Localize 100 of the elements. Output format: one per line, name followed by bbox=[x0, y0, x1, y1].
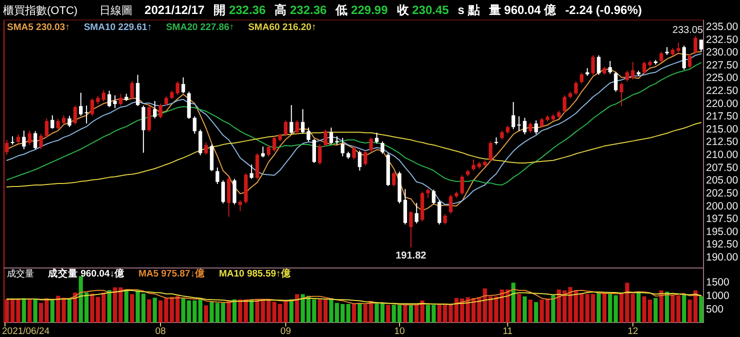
bar bbox=[352, 304, 356, 322]
candlestick bbox=[261, 146, 265, 158]
candlestick bbox=[409, 210, 413, 248]
candlestick bbox=[232, 178, 236, 205]
bar bbox=[654, 298, 658, 322]
candlestick bbox=[272, 136, 276, 152]
bar bbox=[238, 299, 242, 322]
bar bbox=[22, 298, 26, 322]
candlestick bbox=[5, 139, 9, 156]
candlestick bbox=[130, 80, 134, 100]
candlestick bbox=[694, 36, 698, 54]
candlestick bbox=[625, 70, 629, 82]
y-tick-label: 195.00 bbox=[706, 226, 738, 238]
candlestick bbox=[403, 188, 408, 225]
candlestick bbox=[329, 127, 334, 144]
y-tick-label: 227.50 bbox=[706, 59, 738, 72]
legend: 成交量 960.04↓億 MA5 975.87↓億 MA10 985.59↑億 bbox=[48, 268, 291, 280]
candlestick bbox=[340, 137, 344, 157]
bar bbox=[522, 296, 527, 322]
candlestick bbox=[176, 80, 180, 96]
candlestick bbox=[642, 61, 646, 74]
candlestick bbox=[147, 105, 151, 132]
bar bbox=[67, 299, 72, 322]
y-tick-label: 202.50 bbox=[706, 187, 738, 200]
candlestick bbox=[266, 144, 270, 157]
candlestick bbox=[562, 94, 566, 114]
bar bbox=[682, 295, 686, 322]
bar bbox=[676, 295, 680, 322]
bar bbox=[511, 282, 516, 322]
y-tick-label: 235.00 bbox=[706, 20, 738, 33]
bar bbox=[699, 296, 704, 322]
bar bbox=[596, 292, 601, 322]
bar bbox=[28, 299, 32, 322]
candlestick bbox=[113, 94, 117, 109]
candlestick bbox=[512, 101, 516, 130]
candlestick bbox=[574, 80, 578, 96]
text: 開 232.36 bbox=[214, 3, 266, 17]
y-tick-label: 215.00 bbox=[706, 123, 738, 136]
candlestick bbox=[158, 103, 162, 119]
candlestick bbox=[238, 200, 242, 212]
candlestick bbox=[380, 140, 384, 154]
chart-title: 櫃買指數(OTC) bbox=[3, 5, 78, 17]
candlestick bbox=[472, 158, 476, 172]
candlestick bbox=[295, 120, 299, 134]
bar bbox=[516, 294, 522, 322]
bar bbox=[403, 304, 408, 322]
candlestick bbox=[448, 194, 453, 214]
candlestick bbox=[39, 133, 43, 150]
candlestick bbox=[33, 130, 38, 150]
y-tick-label: 232.50 bbox=[706, 34, 738, 46]
candlestick bbox=[608, 60, 612, 74]
bar bbox=[346, 304, 350, 322]
candlestick bbox=[181, 76, 186, 94]
candlestick bbox=[312, 138, 316, 164]
bar bbox=[551, 295, 556, 322]
candlestick bbox=[204, 142, 208, 156]
y-axis-title: 成交量 bbox=[7, 268, 34, 278]
candlestick bbox=[682, 45, 686, 70]
bar bbox=[250, 299, 254, 322]
candlestick bbox=[68, 115, 72, 128]
candlestick bbox=[517, 116, 521, 132]
candlestick bbox=[216, 167, 220, 184]
bar bbox=[73, 292, 78, 322]
bar bbox=[358, 302, 362, 322]
text: s 點 bbox=[458, 3, 480, 17]
bar bbox=[636, 292, 641, 322]
bar bbox=[130, 294, 134, 322]
candlestick bbox=[198, 129, 202, 156]
bar bbox=[408, 304, 413, 322]
candlestick bbox=[580, 72, 584, 84]
chart-subtitle: 日線圖 bbox=[100, 5, 133, 17]
x-tick-label: 10 bbox=[394, 326, 405, 337]
y-tick-label: 205.00 bbox=[706, 174, 738, 187]
candlestick bbox=[79, 92, 83, 116]
text: 2021/12/17 bbox=[144, 3, 205, 17]
candlestick bbox=[369, 136, 373, 152]
bar bbox=[147, 299, 152, 322]
x-tick-label: 09 bbox=[280, 326, 291, 337]
bar bbox=[602, 292, 606, 322]
candlestick bbox=[614, 71, 618, 92]
annotation: 191.82 bbox=[396, 250, 427, 262]
candlestick bbox=[460, 174, 464, 196]
legend: SMA5 230.03↑ SMA10 229.61↑ SMA20 227.86↑ SMA60 216.20↑ bbox=[7, 22, 316, 33]
candlestick bbox=[284, 120, 288, 137]
bar bbox=[534, 302, 538, 322]
text: 2021/06/24 bbox=[2, 326, 50, 337]
candlestick bbox=[142, 105, 146, 154]
bar bbox=[33, 299, 38, 322]
y-tick-label: 1500 bbox=[706, 276, 730, 288]
y-tick-label: 197.50 bbox=[706, 213, 738, 226]
y-tick-label: 210.00 bbox=[706, 149, 738, 162]
bar bbox=[107, 290, 112, 322]
bar bbox=[152, 298, 157, 322]
candlestick bbox=[688, 54, 692, 69]
bar bbox=[50, 299, 54, 322]
y-tick-label: 220.00 bbox=[706, 98, 738, 110]
y-tick-label: 192.50 bbox=[706, 238, 738, 251]
bar bbox=[295, 294, 300, 322]
candlestick bbox=[591, 54, 595, 76]
candlestick bbox=[136, 74, 140, 107]
